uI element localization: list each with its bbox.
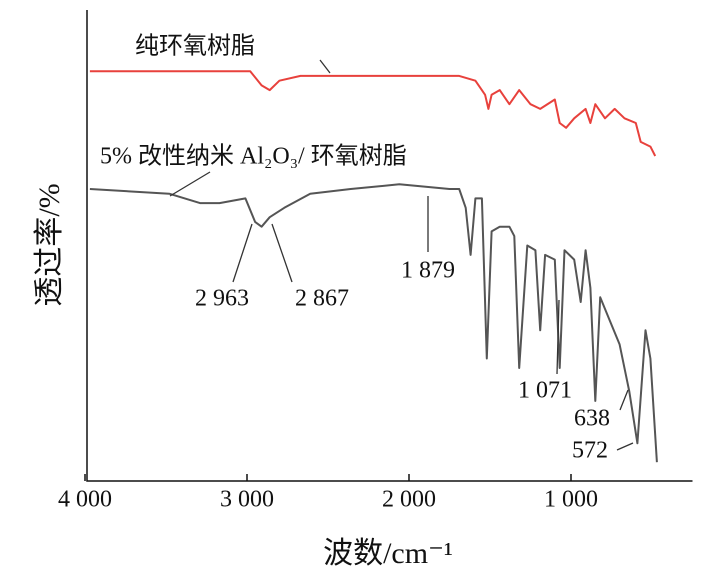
leader-line [232,223,253,283]
peak-label: 572 [572,438,608,464]
peak-label: 1 879 [401,258,455,284]
leader-line [169,171,211,197]
leader-line [271,223,293,283]
peak-label: 1 071 [518,378,572,404]
peak-label: 2 867 [295,286,349,312]
leader-line [319,59,331,74]
x-tick-label: 2 000 [382,487,436,513]
y-axis-label: 透过率/% [33,183,66,306]
axis-frame [86,10,693,482]
x-axis-label: 波数/cm⁻¹ [323,537,453,570]
spectrum-line [89,70,657,157]
x-tick-label: 1 000 [544,487,598,513]
x-tick-label: 4 000 [58,487,112,513]
peak-label: 2 963 [195,286,249,312]
peak-label: 638 [574,406,610,432]
leader-line [619,389,629,411]
x-tick-label: 3 000 [220,487,274,513]
spectrum-line [89,183,658,463]
leader-line [616,442,634,451]
series-label: 5% 改性纳米 Al₂O₃/ 环氧树脂 [100,143,407,170]
series-label: 纯环氧树脂 [135,33,255,60]
leader-line [556,299,560,375]
